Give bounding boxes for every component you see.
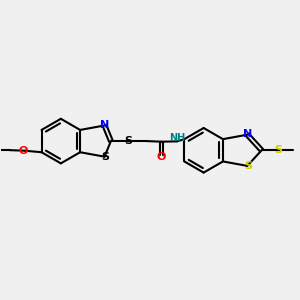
Text: S: S (244, 161, 252, 172)
Text: N: N (243, 129, 253, 139)
Text: S: S (274, 145, 282, 155)
Text: O: O (18, 146, 28, 156)
Text: O: O (157, 152, 166, 162)
Text: S: S (125, 136, 133, 146)
Text: S: S (101, 152, 109, 162)
Text: N: N (100, 120, 110, 130)
Text: NH: NH (169, 133, 185, 143)
